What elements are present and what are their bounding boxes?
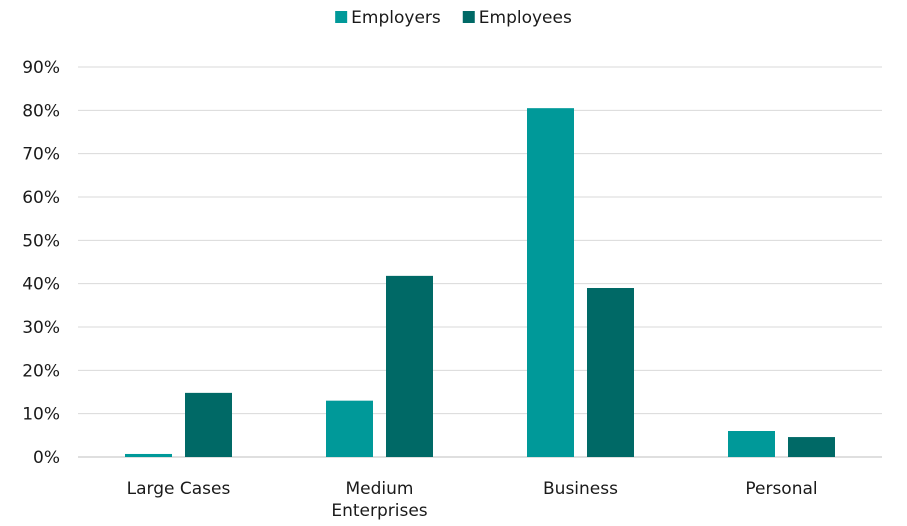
y-tick-label: 70%: [22, 145, 60, 165]
y-tick-label: 0%: [33, 448, 60, 468]
x-category-label: Business: [543, 479, 618, 499]
x-category-label-line: Personal: [745, 479, 817, 499]
legend: Employers Employees: [335, 8, 572, 28]
y-tick-label: 80%: [22, 101, 60, 121]
legend-swatch: [335, 11, 348, 23]
bar-employers-1: [326, 400, 373, 457]
x-category-label-line: Large Cases: [127, 479, 231, 499]
bar-employers-0: [125, 453, 172, 457]
bar-employees-2: [587, 288, 634, 457]
legend-item-employers: Employers: [335, 8, 441, 28]
bar-employees-0: [185, 392, 232, 457]
y-tick-label: 50%: [22, 231, 60, 251]
bars: [125, 108, 835, 458]
y-tick-label: 60%: [22, 188, 60, 208]
bar-employees-3: [788, 437, 835, 457]
bar-employers-2: [527, 108, 574, 458]
legend-label: Employees: [479, 8, 572, 28]
x-category-label-line: Medium: [346, 479, 414, 499]
x-category-label: Personal: [745, 479, 817, 499]
legend-swatch: [462, 11, 475, 23]
y-tick-label: 10%: [22, 405, 60, 425]
x-category-label-line: Enterprises: [331, 501, 427, 521]
legend-label: Employers: [351, 8, 441, 28]
y-tick-label: 20%: [22, 361, 60, 381]
y-tick-label: 90%: [22, 58, 60, 78]
legend-item-employees: Employees: [462, 8, 572, 28]
y-tick-label: 30%: [22, 318, 60, 338]
x-category-label-line: Business: [543, 479, 618, 499]
x-category-label: Large Cases: [127, 479, 231, 499]
x-axis: Large Cases Medium Enterprises Business Pers…: [127, 479, 818, 521]
bar-employers-3: [728, 431, 775, 457]
y-axis: 0% 10% 20% 30% 40% 50% 60% 70% 80% 90%: [22, 58, 60, 468]
x-category-label: Medium Enterprises: [331, 479, 427, 521]
bar-employees-1: [386, 275, 433, 457]
y-tick-label: 40%: [22, 275, 60, 295]
